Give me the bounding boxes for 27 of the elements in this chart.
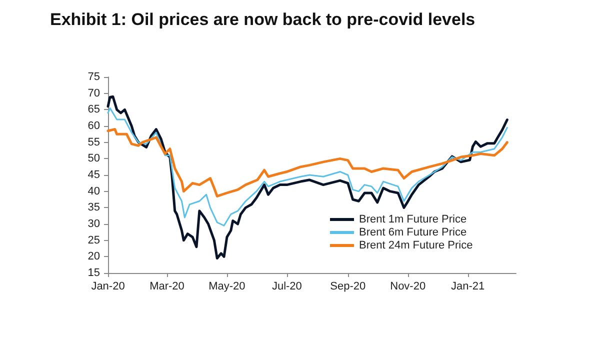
x-tick-label: Jan-21 — [451, 280, 485, 292]
y-tick-label: 50 — [88, 152, 100, 165]
y-tick-label: 60 — [88, 120, 100, 132]
legend-label: Brent 24m Future Price — [359, 240, 473, 252]
line-series — [106, 128, 508, 198]
x-tick-label: Mar-20 — [150, 280, 184, 292]
legend-label: Brent 1m Future Price — [359, 214, 467, 226]
x-tick-label: Sep-20 — [330, 280, 366, 292]
x-tick-label: May-20 — [208, 280, 246, 292]
y-tick-label: 25 — [88, 234, 100, 246]
y-tick-label: 15 — [88, 267, 100, 279]
y-tick-label: 35 — [88, 202, 100, 214]
x-tick-label: Jul-20 — [272, 280, 302, 292]
y-tick-label: 30 — [88, 218, 100, 230]
x-tick-label: Nov-20 — [390, 280, 426, 292]
y-tick-label: 75 — [88, 71, 100, 83]
y-tick-label: 70 — [88, 87, 100, 100]
x-tick-label: Jan-20 — [91, 280, 125, 292]
line-series — [107, 107, 508, 226]
y-tick-label: 65 — [88, 104, 100, 116]
y-tick-label: 45 — [88, 169, 100, 181]
line-series — [106, 95, 508, 260]
legend-label: Brent 6m Future Price — [359, 226, 467, 238]
y-tick-label: 55 — [88, 136, 100, 148]
y-tick-label: 40 — [88, 185, 100, 198]
y-tick-label: 20 — [88, 250, 100, 263]
chart-title: Exhibit 1: Oil prices are now back to pre-covid levels — [50, 10, 476, 29]
